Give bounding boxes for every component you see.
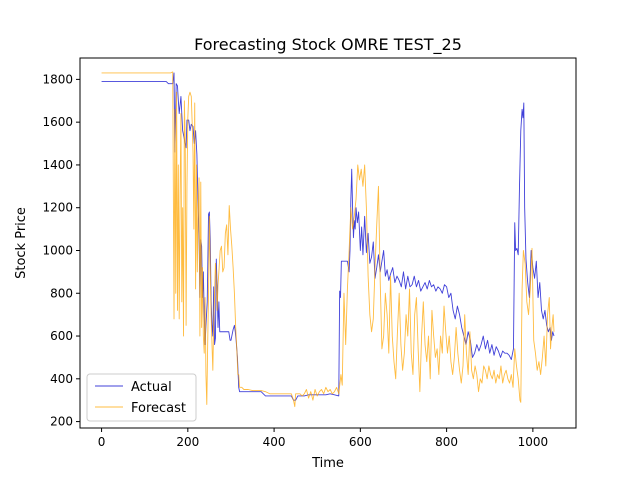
x-tick-label: 0 xyxy=(98,435,106,449)
y-tick-label: 800 xyxy=(50,286,73,300)
series-line-actual xyxy=(101,72,555,401)
y-tick-label: 1400 xyxy=(42,158,73,172)
legend: Actual Forecast xyxy=(86,373,197,422)
x-tick-label: 600 xyxy=(349,435,372,449)
y-axis-label: Stock Price xyxy=(14,207,29,279)
x-tick-label: 800 xyxy=(435,435,458,449)
y-tick-label: 1000 xyxy=(42,243,73,257)
y-tick-label: 1600 xyxy=(42,115,73,129)
y-tick-label: 400 xyxy=(50,372,73,386)
x-tick-label: 1000 xyxy=(518,435,549,449)
plot-frame xyxy=(79,57,577,429)
x-axis-label: Time xyxy=(311,456,344,471)
chart-title: Forecasting Stock OMRE TEST_25 xyxy=(194,35,462,55)
y-tick-label: 1800 xyxy=(42,72,73,86)
legend-label-actual: Actual xyxy=(131,380,172,395)
x-axis: 0 200 400 600 800 1000 xyxy=(98,428,548,449)
y-tick-label: 600 xyxy=(50,329,73,343)
y-tick-label: 200 xyxy=(50,415,73,429)
y-tick-label: 1200 xyxy=(42,201,73,215)
series-layer xyxy=(101,71,555,408)
legend-label-forecast: Forecast xyxy=(131,401,186,416)
y-axis: 200 400 600 800 1000 1200 1400 1600 1800 xyxy=(42,72,80,429)
x-tick-label: 200 xyxy=(176,435,199,449)
series-line-forecast xyxy=(101,71,555,408)
x-tick-label: 400 xyxy=(263,435,286,449)
plot-area xyxy=(79,57,577,429)
